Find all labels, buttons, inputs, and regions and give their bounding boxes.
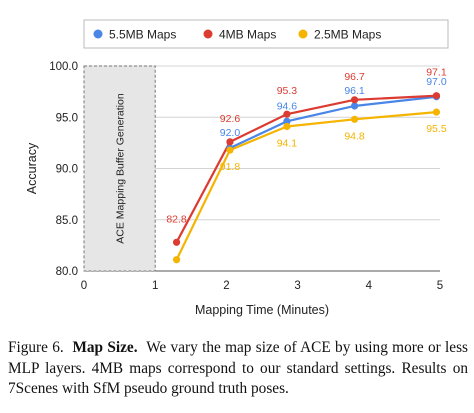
data-label: 96.7: [344, 71, 365, 83]
data-point: [350, 96, 359, 104]
legend-label: 5.5MB Maps: [109, 28, 176, 42]
data-point: [283, 122, 291, 131]
data-label: 94.1: [277, 137, 298, 149]
data-point: [226, 146, 234, 154]
data-label: 97.1: [426, 67, 447, 79]
data-label: 97.0: [426, 76, 447, 88]
mapping-buffer-label: ACE Mapping Buffer Generation: [115, 93, 127, 244]
data-label: 91.8: [220, 161, 241, 173]
y-tick-label: 85.0: [56, 215, 78, 227]
series-line: [229, 95, 437, 149]
legend-marker: [298, 29, 308, 39]
legend-label: 4MB Maps: [219, 28, 276, 42]
x-tick-label: 4: [366, 280, 373, 292]
figure-caption: Figure 6. Map Size. We vary the map size…: [8, 338, 468, 400]
data-labels: 92.0 94.6 96.1 97.0 82.8 92.6 95.3 96.7 97.1 91.8…: [166, 67, 446, 226]
y-tick-label: 95.0: [56, 112, 78, 124]
data-label: 92.0: [220, 127, 241, 139]
x-tick-label: 1: [152, 280, 158, 292]
data-point: [283, 117, 291, 125]
x-tick-labels: 0 1 2 3 4 5: [81, 280, 443, 292]
y-tick-label: 90.0: [56, 164, 78, 176]
data-label: 94.6: [277, 100, 298, 112]
legend-label: 2.5MB Maps: [314, 28, 381, 42]
data-points: [172, 92, 441, 264]
data-label: 94.8: [344, 130, 365, 142]
data-label: 95.5: [426, 123, 447, 135]
series-lines: [175, 94, 437, 261]
y-tick-labels: 80.0 85.0 90.0 95.0 100.0: [49, 61, 78, 278]
data-point: [172, 238, 181, 246]
data-point: [350, 115, 359, 123]
data-label: 95.3: [277, 85, 298, 97]
y-axis-label: Accuracy: [25, 142, 39, 194]
chart: ACE Mapping Buffer Generation 80.0 85.0 90…: [25, 19, 449, 317]
legend-marker: [203, 29, 213, 39]
legend-marker: [93, 29, 103, 39]
x-tick-label: 3: [294, 280, 300, 292]
data-label: 82.8: [166, 213, 187, 225]
data-label: 96.1: [344, 85, 365, 97]
legend-box: [83, 19, 449, 49]
data-point: [432, 108, 441, 116]
x-tick-label: 5: [437, 280, 443, 292]
y-tick-label: 80.0: [56, 266, 78, 278]
data-point: [432, 92, 441, 100]
data-label: 92.6: [220, 113, 241, 125]
data-point: [226, 138, 234, 146]
y-tick-label: 100.0: [49, 61, 78, 73]
data-point: [283, 110, 291, 118]
x-tick-label: 0: [81, 280, 87, 292]
data-point: [350, 102, 359, 110]
caption-title: Map Size.: [72, 339, 138, 356]
figure-label: Figure 6.: [8, 339, 64, 356]
x-axis-label: Mapping Time (Minutes): [195, 303, 329, 317]
data-point: [172, 256, 181, 264]
series-line: [175, 111, 437, 261]
mapping-buffer-region: [83, 65, 156, 272]
caption-text: We vary the map size of ACE by using mor…: [8, 339, 468, 397]
legend: 5.5MB Maps 4MB Maps 2.5MB Maps: [83, 19, 449, 49]
x-tick-label: 2: [223, 280, 229, 292]
